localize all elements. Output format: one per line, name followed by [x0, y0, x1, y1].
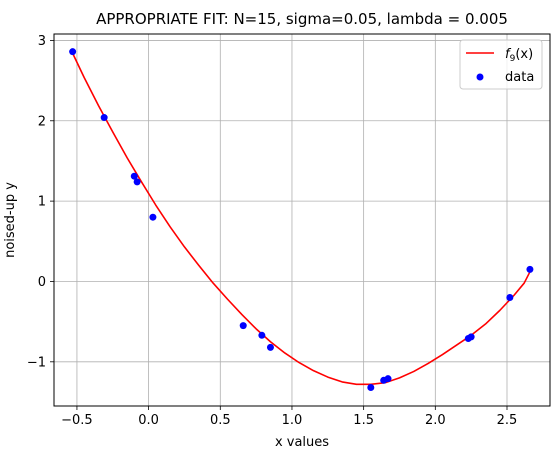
legend-fit-tail: (x)	[515, 47, 533, 62]
legend: f9(x) data	[459, 39, 543, 90]
plot-area	[54, 34, 550, 406]
data-point	[258, 331, 266, 339]
y-tick-label: 1	[38, 195, 46, 210]
x-tick-label: 1.0	[282, 413, 303, 428]
legend-fit-f: f	[505, 47, 512, 62]
legend-label-data: data	[505, 70, 534, 85]
data-point	[149, 213, 157, 221]
data-point	[69, 48, 77, 56]
data-point	[239, 322, 247, 330]
x-axis-title: x values	[275, 435, 329, 450]
x-tick-label: 2.5	[497, 413, 518, 428]
y-tick-label: 2	[38, 114, 46, 129]
x-tick-label: 0.5	[210, 413, 231, 428]
data-point	[526, 265, 534, 273]
series-layer	[69, 48, 534, 392]
data-point	[266, 343, 274, 351]
x-tick-label: 0.0	[138, 413, 159, 428]
data-point	[467, 333, 475, 341]
y-axis-title: noised-up y	[3, 182, 18, 258]
chart-title: APPROPRIATE FIT: N=15, sigma=0.05, lambd…	[96, 10, 508, 28]
x-tick-label: 2.0	[425, 413, 446, 428]
grid	[54, 34, 550, 406]
data-point	[384, 375, 392, 383]
y-tick-label: 3	[38, 34, 46, 49]
x-tick-label: 1.5	[353, 413, 374, 428]
data-point	[133, 178, 141, 186]
data-point	[100, 114, 108, 122]
legend-fit-sub: 9	[510, 54, 516, 64]
y-tick-label: −1	[27, 355, 46, 370]
x-tick-label: −0.5	[61, 413, 93, 428]
data-point	[367, 384, 375, 392]
axis-ticks: −0.5 0.0 0.5 1.0 1.5 2.0 2.5 −1 0 1 2 3	[27, 34, 518, 428]
legend-marker-swatch	[476, 73, 484, 81]
fit-curve-line	[71, 52, 531, 386]
legend-label-fit: f9(x)	[505, 47, 533, 64]
data-point	[506, 294, 514, 302]
y-tick-label: 0	[38, 275, 46, 290]
plot-frame	[53, 33, 551, 407]
data-point	[130, 172, 138, 180]
